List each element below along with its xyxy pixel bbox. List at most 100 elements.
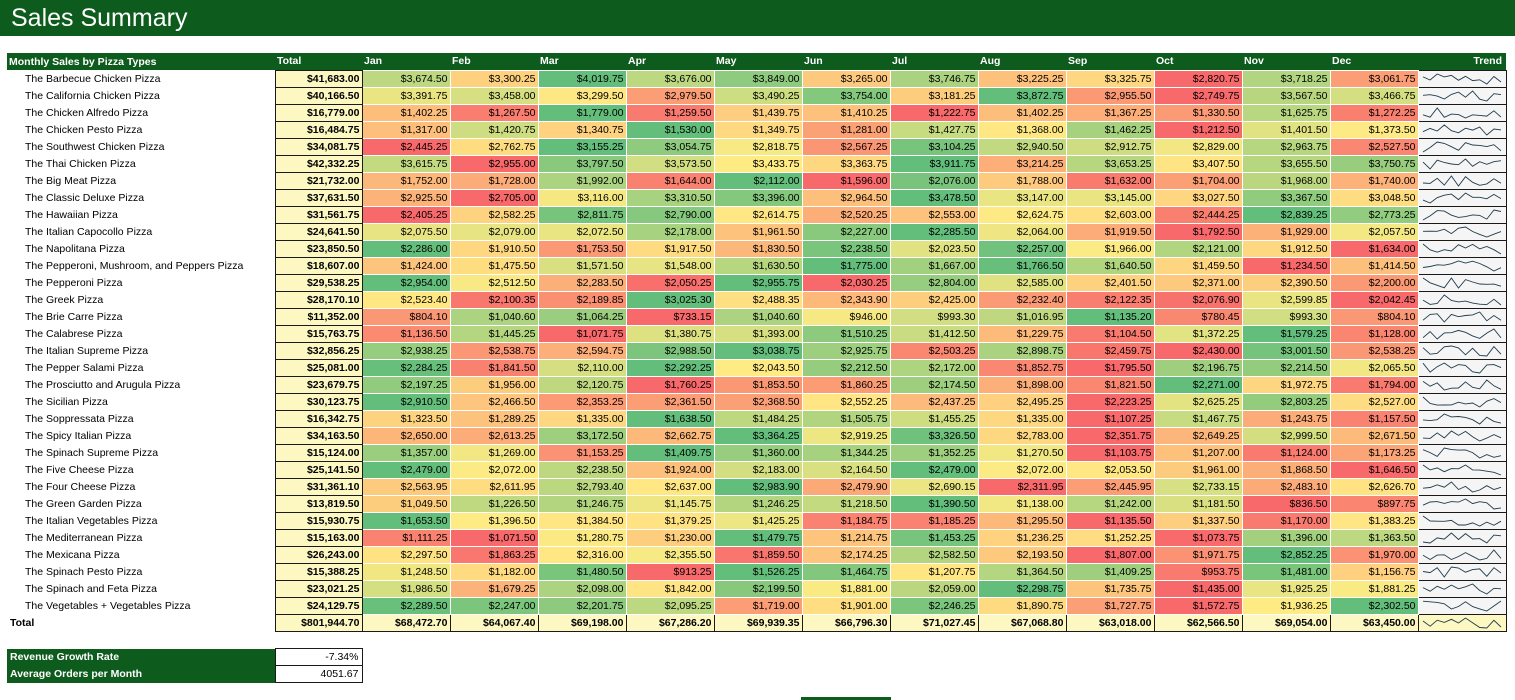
month-value-cell[interactable]: $2,110.00 (537, 358, 627, 377)
month-value-cell[interactable]: $1,270.50 (977, 443, 1067, 462)
row-total-cell[interactable]: $25,081.00 (274, 358, 363, 377)
month-value-cell[interactable]: $1,480.50 (537, 562, 627, 581)
month-value-cell[interactable]: $3,718.25 (1241, 69, 1331, 88)
month-value-cell[interactable]: $2,979.50 (625, 86, 715, 105)
pizza-name-cell[interactable]: The Italian Capocollo Pizza (25, 225, 153, 238)
trend-cell[interactable] (1417, 579, 1507, 598)
month-value-cell[interactable]: $1,071.75 (537, 324, 627, 343)
pizza-name-cell[interactable]: The Brie Carre Pizza (25, 310, 123, 323)
month-value-cell[interactable]: $897.75 (1329, 494, 1419, 513)
month-value-cell[interactable]: $2,773.25 (1329, 205, 1419, 224)
month-value-cell[interactable]: $2,925.50 (361, 188, 451, 207)
month-value-cell[interactable]: $2,793.40 (537, 477, 627, 496)
month-value-cell[interactable]: $1,852.75 (977, 358, 1067, 377)
month-value-cell[interactable]: $2,762.75 (449, 137, 539, 156)
month-value-cell[interactable]: $1,330.50 (1153, 103, 1243, 122)
month-value-cell[interactable]: $2,292.25 (625, 358, 715, 377)
month-value-cell[interactable]: $3,048.50 (1329, 188, 1419, 207)
month-value-cell[interactable]: $1,281.00 (801, 120, 891, 139)
month-value-cell[interactable]: $1,530.00 (625, 120, 715, 139)
month-value-cell[interactable]: $1,379.25 (625, 511, 715, 530)
pizza-name-cell[interactable]: The Big Meat Pizza (25, 174, 117, 187)
month-value-cell[interactable]: $1,384.50 (537, 511, 627, 530)
month-value-cell[interactable]: $2,624.75 (977, 205, 1067, 224)
month-value-cell[interactable]: $1,467.75 (1153, 409, 1243, 428)
pizza-name-cell[interactable]: The Pepperoni Pizza (25, 276, 123, 289)
col-header-month[interactable]: Jan (362, 53, 450, 70)
month-value-cell[interactable]: $1,335.00 (977, 409, 1067, 428)
month-value-cell[interactable]: $3,147.00 (977, 188, 1067, 207)
month-value-cell[interactable]: $3,490.25 (713, 86, 803, 105)
row-total-cell[interactable]: $16,779.00 (274, 103, 363, 122)
month-value-cell[interactable]: $2,626.70 (1329, 477, 1419, 496)
month-value-cell[interactable]: $2,065.50 (1329, 358, 1419, 377)
col-header-month[interactable]: Oct (1154, 53, 1242, 70)
month-value-cell[interactable]: $1,337.50 (1153, 511, 1243, 530)
row-total-cell[interactable]: $24,641.50 (274, 222, 363, 241)
month-value-cell[interactable]: $1,124.00 (1241, 443, 1331, 462)
month-value-cell[interactable]: $1,752.00 (361, 171, 451, 190)
month-value-cell[interactable]: $1,881.00 (801, 579, 891, 598)
month-value-cell[interactable]: $1,267.50 (449, 103, 539, 122)
month-value-cell[interactable]: $3,396.00 (713, 188, 803, 207)
month-value-cell[interactable]: $2,257.00 (977, 239, 1067, 258)
month-value-cell[interactable]: $1,704.00 (1153, 171, 1243, 190)
month-value-cell[interactable]: $2,599.85 (1241, 290, 1331, 309)
month-value-cell[interactable]: $1,484.25 (713, 409, 803, 428)
month-value-cell[interactable]: $2,193.50 (977, 545, 1067, 564)
month-value-cell[interactable]: $2,095.25 (625, 596, 715, 615)
month-value-cell[interactable]: $1,295.50 (977, 511, 1067, 530)
month-value-cell[interactable]: $2,368.50 (713, 392, 803, 411)
row-total-cell[interactable]: $24,129.75 (274, 596, 363, 615)
month-value-cell[interactable]: $1,860.25 (801, 375, 891, 394)
month-value-cell[interactable]: $1,807.00 (1065, 545, 1155, 564)
col-header-trend[interactable]: Trend (1418, 53, 1506, 70)
month-value-cell[interactable]: $2,662.75 (625, 426, 715, 445)
trend-cell[interactable] (1417, 392, 1507, 411)
trend-cell[interactable] (1417, 341, 1507, 360)
month-value-cell[interactable]: $2,527.50 (1329, 137, 1419, 156)
month-value-cell[interactable]: $2,898.75 (977, 341, 1067, 360)
month-value-cell[interactable]: $1,760.25 (625, 375, 715, 394)
month-value-cell[interactable]: $3,027.50 (1153, 188, 1243, 207)
month-value-cell[interactable]: $2,178.00 (625, 222, 715, 241)
row-total-cell[interactable]: $25,141.50 (274, 460, 363, 479)
month-value-cell[interactable]: $2,042.45 (1329, 290, 1419, 309)
month-value-cell[interactable]: $2,302.50 (1329, 596, 1419, 615)
month-value-cell[interactable]: $1,357.00 (361, 443, 451, 462)
pizza-name-cell[interactable]: The Barbecue Chicken Pizza (25, 72, 161, 85)
month-value-cell[interactable]: $2,829.00 (1153, 137, 1243, 156)
row-total-cell[interactable]: $23,850.50 (274, 239, 363, 258)
month-value-cell[interactable]: $1,863.25 (449, 545, 539, 564)
month-value-cell[interactable]: $2,910.50 (361, 392, 451, 411)
month-value-cell[interactable]: $3,300.25 (449, 69, 539, 88)
month-value-cell[interactable]: $1,740.00 (1329, 171, 1419, 190)
month-value-cell[interactable]: $1,667.00 (889, 256, 979, 275)
month-value-cell[interactable]: $1,214.75 (801, 528, 891, 547)
month-value-cell[interactable]: $1,901.00 (801, 596, 891, 615)
month-value-cell[interactable]: $3,567.50 (1241, 86, 1331, 105)
month-value-cell[interactable]: $1,427.75 (889, 120, 979, 139)
trend-cell[interactable] (1417, 171, 1507, 190)
month-value-cell[interactable]: $2,072.00 (977, 460, 1067, 479)
month-value-cell[interactable]: $1,073.75 (1153, 528, 1243, 547)
month-value-cell[interactable]: $1,040.60 (713, 307, 803, 326)
month-value-cell[interactable]: $1,453.25 (889, 528, 979, 547)
pizza-name-cell[interactable]: The Spinach Supreme Pizza (25, 446, 159, 459)
month-value-cell[interactable]: $4,019.75 (537, 69, 627, 88)
month-value-cell[interactable]: $3,746.75 (889, 69, 979, 88)
month-value-cell[interactable]: $1,367.25 (1065, 103, 1155, 122)
month-value-cell[interactable]: $2,050.25 (625, 273, 715, 292)
month-value-cell[interactable]: $3,326.50 (889, 426, 979, 445)
month-value-cell[interactable]: $2,076.90 (1153, 290, 1243, 309)
month-value-cell[interactable]: $1,396.50 (449, 511, 539, 530)
month-value-cell[interactable]: $2,594.75 (537, 341, 627, 360)
month-value-cell[interactable]: $2,912.75 (1065, 137, 1155, 156)
row-total-cell[interactable]: $15,763.75 (274, 324, 363, 343)
month-value-cell[interactable]: $3,363.75 (801, 154, 891, 173)
month-value-cell[interactable]: $2,988.50 (625, 341, 715, 360)
pizza-name-cell[interactable]: The Spicy Italian Pizza (25, 429, 132, 442)
pizza-name-cell[interactable]: The Chicken Pesto Pizza (25, 123, 143, 136)
month-value-cell[interactable]: $1,625.75 (1241, 103, 1331, 122)
month-value-cell[interactable]: $1,344.25 (801, 443, 891, 462)
